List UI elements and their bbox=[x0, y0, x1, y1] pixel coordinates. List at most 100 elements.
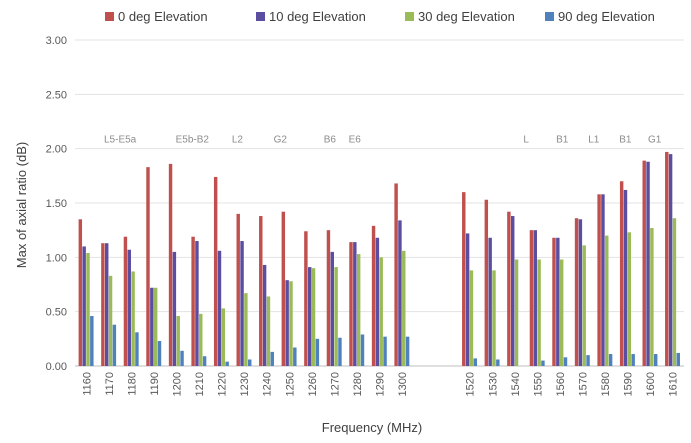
x-tick-label: 1530 bbox=[487, 372, 499, 396]
x-tick-label: 1610 bbox=[668, 372, 680, 396]
x-tick-label: 1280 bbox=[352, 372, 364, 396]
bar-10-deg-elevation bbox=[262, 264, 267, 366]
bar-90-deg-elevation bbox=[338, 337, 342, 366]
bar-0-deg-elevation bbox=[213, 176, 218, 366]
x-tick-label: 1210 bbox=[194, 372, 206, 396]
bar-30-deg-elevation bbox=[537, 259, 541, 366]
bar-10-deg-elevation bbox=[104, 243, 109, 366]
bar-0-deg-elevation bbox=[123, 236, 128, 366]
band-label: G2 bbox=[274, 135, 288, 146]
bar-30-deg-elevation bbox=[605, 235, 609, 366]
bar-10-deg-elevation bbox=[150, 287, 154, 366]
bar-0-deg-elevation bbox=[574, 218, 579, 366]
bar-30-deg-elevation bbox=[469, 270, 474, 366]
bar-90-deg-elevation bbox=[563, 357, 568, 366]
bar-30-deg-elevation bbox=[402, 250, 406, 366]
x-tick-label: 1290 bbox=[375, 372, 387, 396]
x-tick-label: 1270 bbox=[329, 372, 341, 396]
y-tick-label: 0.00 bbox=[46, 361, 67, 373]
band-label: L2 bbox=[232, 135, 244, 146]
bar-10-deg-elevation bbox=[172, 251, 177, 366]
bar-10-deg-elevation bbox=[398, 220, 402, 366]
x-tick-label: 1580 bbox=[600, 372, 612, 396]
legend-swatch bbox=[256, 12, 265, 21]
x-tick-label: 1260 bbox=[307, 372, 319, 396]
x-tick-label: 1220 bbox=[217, 372, 229, 396]
bar-10-deg-elevation bbox=[533, 230, 537, 366]
bar-0-deg-elevation bbox=[619, 181, 624, 366]
bar-0-deg-elevation bbox=[146, 167, 150, 366]
bar-90-deg-elevation bbox=[157, 341, 162, 366]
legend: 0 deg Elevation 10 deg Elevation 30 deg El… bbox=[105, 9, 655, 24]
x-tick-label: 1250 bbox=[284, 372, 296, 396]
x-tick-label: 1540 bbox=[510, 372, 522, 396]
bar-0-deg-elevation bbox=[349, 242, 353, 366]
legend-label: 90 deg Elevation bbox=[558, 9, 655, 24]
bar-30-deg-elevation bbox=[356, 254, 361, 366]
bar-30-deg-elevation bbox=[199, 313, 203, 366]
bar-10-deg-elevation bbox=[510, 216, 515, 366]
bar-0-deg-elevation bbox=[78, 219, 83, 366]
bar-10-deg-elevation bbox=[240, 241, 244, 366]
bar-10-deg-elevation bbox=[353, 242, 357, 366]
band-label: L1 bbox=[588, 135, 600, 146]
bar-90-deg-elevation bbox=[496, 359, 500, 366]
bar-90-deg-elevation bbox=[248, 359, 252, 366]
bar-90-deg-elevation bbox=[112, 324, 117, 366]
x-tick-label: 1300 bbox=[397, 372, 409, 396]
bar-30-deg-elevation bbox=[582, 245, 586, 366]
y-tick-label: 1.50 bbox=[46, 198, 67, 210]
bar-10-deg-elevation bbox=[217, 250, 222, 366]
frequency-band-labels: L5-E5a E5b-B2 L2 G2 B6 E6 L B1 L1 B1 G1 bbox=[104, 135, 662, 146]
bar-90-deg-elevation bbox=[473, 358, 477, 366]
bar-90-deg-elevation bbox=[225, 361, 229, 366]
bar-30-deg-elevation bbox=[176, 316, 180, 366]
y-tick-label: 3.00 bbox=[46, 35, 67, 47]
y-tick-label: 2.50 bbox=[46, 89, 67, 101]
bar-10-deg-elevation bbox=[330, 251, 334, 366]
bar-10-deg-elevation bbox=[601, 194, 605, 366]
bar-0-deg-elevation bbox=[552, 237, 556, 366]
legend-swatch bbox=[405, 12, 414, 21]
x-axis-title: Frequency (MHz) bbox=[322, 420, 422, 435]
bar-90-deg-elevation bbox=[608, 354, 613, 366]
band-label: B6 bbox=[324, 135, 337, 146]
band-label: E6 bbox=[349, 135, 362, 146]
bar-0-deg-elevation bbox=[191, 236, 195, 366]
bar-0-deg-elevation bbox=[304, 231, 308, 366]
band-label: E5b-B2 bbox=[176, 135, 210, 146]
x-tick-label: 1240 bbox=[262, 372, 274, 396]
x-tick-label: 1600 bbox=[645, 372, 657, 396]
legend-swatch bbox=[545, 12, 554, 21]
bar-0-deg-elevation bbox=[371, 225, 376, 366]
bar-90-deg-elevation bbox=[405, 336, 410, 366]
x-tick-label: 1590 bbox=[623, 372, 635, 396]
legend-label: 10 deg Elevation bbox=[269, 9, 366, 24]
x-tick-label: 1170 bbox=[104, 372, 116, 396]
x-tick-label: 1550 bbox=[532, 372, 544, 396]
bar-90-deg-elevation bbox=[270, 351, 274, 366]
band-label: B1 bbox=[619, 135, 632, 146]
x-tick-label: 1200 bbox=[172, 372, 184, 396]
bar-90-deg-elevation bbox=[180, 350, 184, 366]
bar-30-deg-elevation bbox=[131, 271, 135, 366]
bar-0-deg-elevation bbox=[484, 199, 489, 366]
bar-90-deg-elevation bbox=[654, 354, 658, 366]
bar-30-deg-elevation bbox=[221, 308, 226, 366]
bar-30-deg-elevation bbox=[672, 218, 677, 366]
bar-0-deg-elevation bbox=[259, 216, 263, 366]
bar-90-deg-elevation bbox=[315, 338, 320, 366]
bar-10-deg-elevation bbox=[82, 246, 86, 366]
bar-10-deg-elevation bbox=[465, 233, 470, 366]
y-tick-label: 1.00 bbox=[46, 252, 67, 264]
band-label: L bbox=[523, 135, 529, 146]
bar-90-deg-elevation bbox=[586, 355, 590, 366]
x-tick-label: 1570 bbox=[578, 372, 590, 396]
legend-swatch bbox=[105, 12, 114, 21]
bar-10-deg-elevation bbox=[195, 241, 199, 366]
bar-90-deg-elevation bbox=[90, 316, 94, 366]
bar-10-deg-elevation bbox=[556, 237, 560, 366]
bar-0-deg-elevation bbox=[529, 230, 534, 366]
bar-10-deg-elevation bbox=[285, 280, 289, 366]
